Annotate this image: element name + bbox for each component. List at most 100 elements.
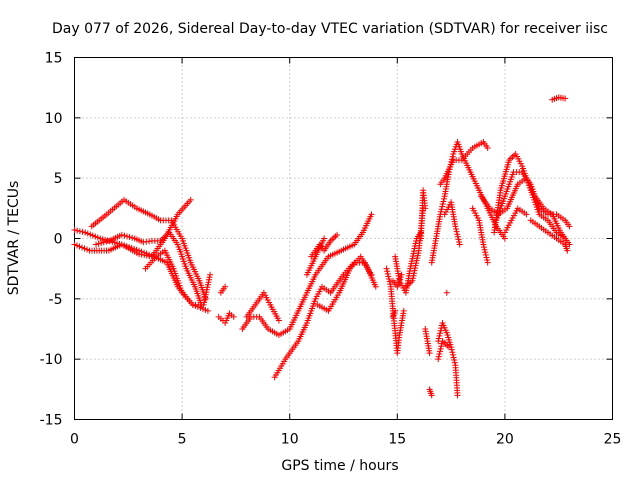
data-point — [94, 234, 101, 241]
data-point — [410, 270, 417, 277]
tick-marks — [74, 57, 613, 420]
y-tick-label: -15 — [40, 413, 63, 429]
data-point — [436, 332, 443, 339]
data-point — [408, 260, 415, 267]
data-point — [480, 244, 487, 251]
data-point — [482, 251, 489, 258]
data-point — [87, 231, 94, 238]
data-point — [449, 349, 456, 356]
data-point — [204, 284, 211, 291]
data-point — [202, 306, 209, 313]
data-point — [89, 232, 96, 239]
data-point — [481, 246, 488, 253]
data-point — [438, 343, 445, 350]
data-point — [484, 145, 491, 151]
data-point — [455, 236, 462, 243]
data-point — [426, 350, 433, 357]
data-point — [483, 254, 490, 261]
x-tick-label: 0 — [70, 432, 79, 448]
data-point — [435, 356, 442, 363]
x-axis-label: GPS time / hours — [281, 458, 398, 474]
data-point — [79, 244, 86, 251]
data-point — [385, 276, 392, 283]
y-tick-label: -10 — [40, 352, 63, 368]
data-point — [409, 253, 416, 260]
data-point — [409, 255, 416, 262]
data-point — [84, 246, 91, 253]
data-point — [148, 252, 155, 259]
data-point — [448, 346, 455, 353]
data-point — [384, 270, 391, 277]
y-axis-label: SDTVAR / TECUs — [6, 181, 22, 296]
data-point — [411, 267, 418, 274]
data-point — [451, 357, 458, 364]
data-point — [437, 345, 444, 352]
data-point — [230, 313, 237, 320]
y-tick-labels: -15 -10 -5 0 5 10 15 — [40, 51, 63, 429]
data-point — [138, 248, 145, 255]
data-point — [95, 240, 102, 247]
data-point — [501, 235, 508, 242]
data-point — [82, 229, 89, 236]
data-point — [98, 240, 105, 247]
x-tick-label: 15 — [388, 432, 406, 448]
data-point — [386, 278, 393, 285]
data-point — [71, 241, 78, 248]
data-point — [385, 273, 392, 280]
data-point — [441, 195, 448, 202]
data-point — [428, 392, 435, 399]
data-point — [422, 205, 429, 212]
data-point — [200, 301, 207, 308]
x-tick-label: 25 — [604, 432, 622, 448]
data-point — [435, 353, 442, 360]
data-point — [76, 228, 83, 235]
data-point — [450, 354, 457, 361]
data-point — [398, 271, 405, 278]
data-point — [562, 95, 569, 102]
data-point — [440, 198, 447, 205]
data-point — [129, 234, 136, 241]
data-point — [456, 241, 463, 248]
data-point — [74, 227, 81, 234]
data-point — [414, 255, 421, 262]
data-point — [204, 307, 211, 314]
data-point — [197, 304, 204, 311]
data-point — [81, 245, 88, 252]
data-point — [484, 257, 491, 264]
data-point — [449, 351, 456, 358]
data-point — [482, 249, 489, 256]
data-point — [454, 233, 461, 240]
data-point — [92, 233, 99, 240]
data-point — [456, 238, 463, 245]
data-point — [438, 206, 445, 213]
data-point — [321, 235, 328, 242]
data-point — [71, 227, 78, 234]
y-tick-label: 10 — [45, 111, 63, 127]
data-point — [445, 344, 452, 351]
data-point — [202, 291, 209, 298]
data-point — [435, 335, 442, 342]
data-point — [410, 248, 417, 255]
data-point — [136, 247, 143, 254]
data-point — [84, 230, 91, 237]
data-point — [275, 317, 282, 324]
y-tick-label: -5 — [49, 292, 63, 308]
data-point — [412, 262, 419, 269]
data-point — [413, 257, 420, 264]
data-point — [126, 234, 133, 241]
data-point — [414, 252, 421, 259]
data-point — [372, 283, 379, 290]
data-point — [201, 299, 208, 306]
data-point — [484, 259, 491, 266]
data-point — [146, 251, 153, 258]
data-point — [409, 277, 416, 284]
data-point — [410, 250, 417, 257]
y-tick-label: 15 — [45, 51, 63, 67]
data-point — [562, 235, 569, 242]
data-point — [199, 305, 206, 312]
data-point — [412, 265, 419, 272]
data-point — [409, 275, 416, 282]
data-point — [383, 265, 390, 272]
data-point — [436, 350, 443, 357]
